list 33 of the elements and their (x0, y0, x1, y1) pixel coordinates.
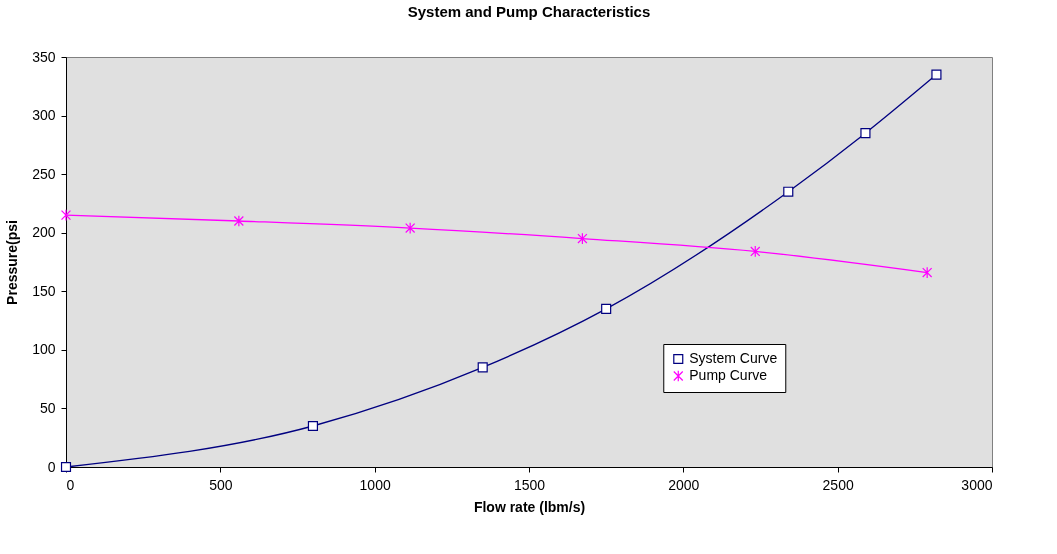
x-tick-label: 2500 (822, 476, 854, 493)
point (601, 303, 612, 314)
y-tick-label: 250 (32, 165, 56, 182)
point (577, 232, 588, 245)
y-tick-label: 150 (32, 282, 56, 299)
y-tick-label: 50 (39, 399, 56, 416)
x-tick-label: 2000 (668, 476, 700, 493)
point (307, 420, 319, 432)
y-tick-label: 300 (32, 107, 56, 124)
legend-label: System Curve (689, 350, 778, 366)
y-tick-label: 100 (32, 341, 56, 358)
x-axis-title: Flow rate (lbm/s) (473, 498, 586, 515)
point (405, 222, 416, 234)
x-tick-label: 1500 (513, 476, 546, 493)
y-axis-title: Pressure(psi (4, 220, 21, 305)
x-tick-label: 0 (66, 476, 75, 493)
point (60, 209, 72, 222)
x-tick-label: 500 (209, 476, 233, 493)
point (783, 186, 794, 197)
point (931, 69, 942, 80)
point (860, 128, 871, 139)
y-tick-label: 0 (47, 458, 56, 475)
point (922, 266, 933, 279)
point (233, 215, 244, 227)
point (750, 245, 761, 258)
y-tick-label: 200 (32, 224, 56, 241)
legend-label: Pump Curve (689, 367, 768, 383)
point (60, 461, 72, 473)
y-tick-label: 350 (32, 48, 56, 65)
x-tick-label: 1000 (359, 476, 391, 493)
x-tick-label: 3000 (961, 476, 993, 493)
point (477, 362, 488, 373)
chart-title: System and Pump Characteristics (407, 3, 651, 20)
